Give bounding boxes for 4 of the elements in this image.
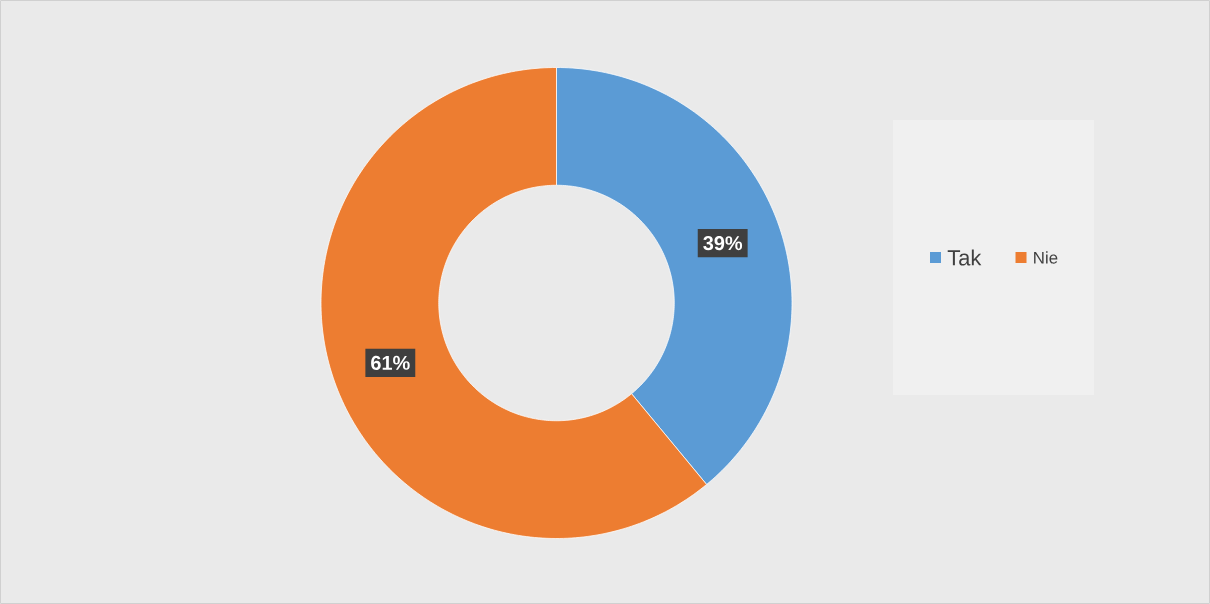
legend-label: Tak — [947, 249, 982, 266]
data-label: 39% — [703, 236, 743, 251]
data-label: 61% — [371, 355, 410, 370]
legend-label: Nie — [1034, 251, 1058, 264]
